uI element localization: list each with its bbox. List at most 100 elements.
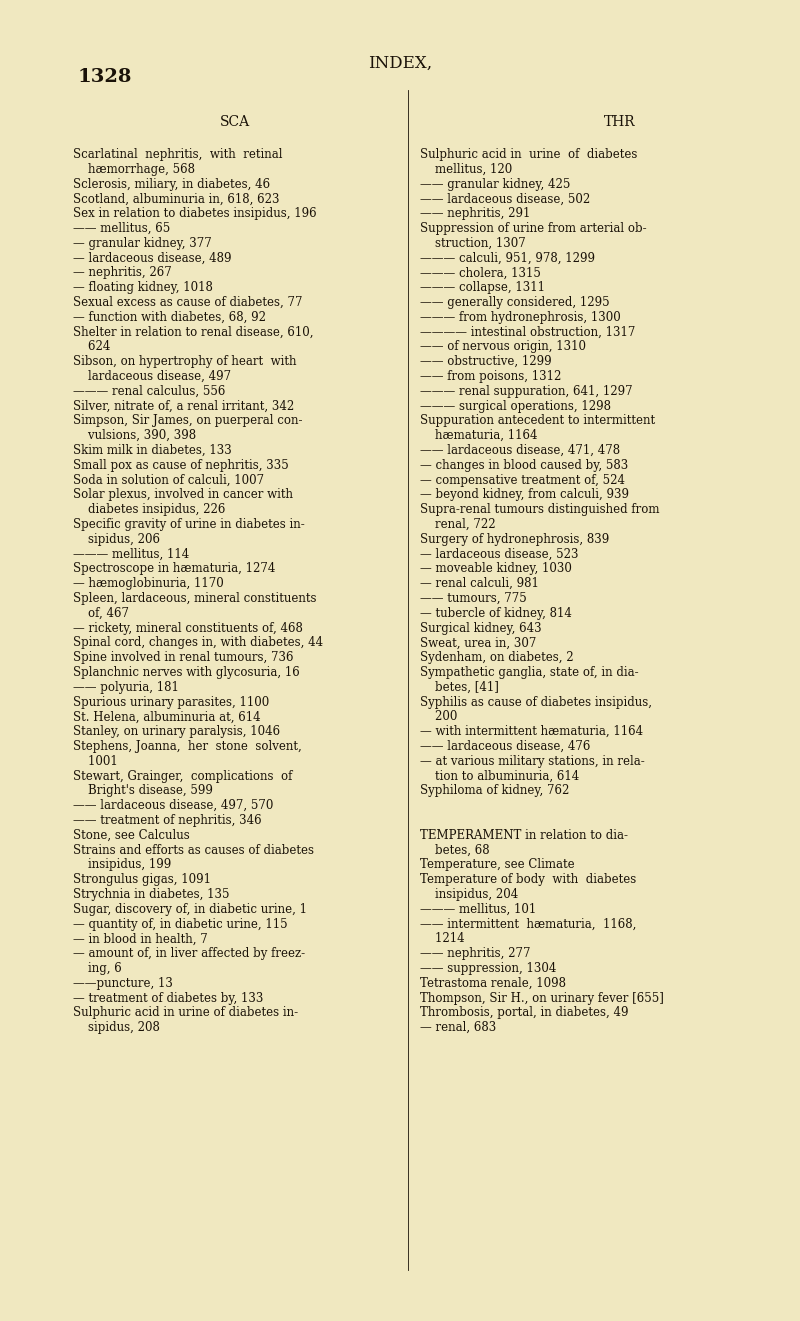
Text: Spectroscope in hæmaturia, 1274: Spectroscope in hæmaturia, 1274: [73, 563, 275, 576]
Text: hæmorrhage, 568: hæmorrhage, 568: [73, 162, 195, 176]
Text: THR: THR: [604, 115, 636, 129]
Text: — lardaceous disease, 523: — lardaceous disease, 523: [420, 548, 578, 560]
Text: insipidus, 204: insipidus, 204: [420, 888, 518, 901]
Text: vulsions, 390, 398: vulsions, 390, 398: [73, 429, 196, 443]
Text: Sulphuric acid in urine of diabetes in-: Sulphuric acid in urine of diabetes in-: [73, 1007, 298, 1020]
Text: Sympathetic ganglia, state of, in dia-: Sympathetic ganglia, state of, in dia-: [420, 666, 638, 679]
Text: Suppuration antecedent to intermittent: Suppuration antecedent to intermittent: [420, 415, 655, 428]
Text: —— polyuria, 181: —— polyuria, 181: [73, 680, 179, 694]
Text: — granular kidney, 377: — granular kidney, 377: [73, 236, 212, 250]
Text: Suppression of urine from arterial ob-: Suppression of urine from arterial ob-: [420, 222, 646, 235]
Text: Temperature, see Climate: Temperature, see Climate: [420, 859, 574, 872]
Text: betes, 68: betes, 68: [420, 844, 490, 856]
Text: — with intermittent hæmaturia, 1164: — with intermittent hæmaturia, 1164: [420, 725, 643, 738]
Text: Syphiloma of kidney, 762: Syphiloma of kidney, 762: [420, 785, 570, 798]
Text: Strychnia in diabetes, 135: Strychnia in diabetes, 135: [73, 888, 230, 901]
Text: Spine involved in renal tumours, 736: Spine involved in renal tumours, 736: [73, 651, 294, 664]
Text: Sydenham, on diabetes, 2: Sydenham, on diabetes, 2: [420, 651, 574, 664]
Text: Spinal cord, changes in, with diabetes, 44: Spinal cord, changes in, with diabetes, …: [73, 637, 323, 650]
Text: —— treatment of nephritis, 346: —— treatment of nephritis, 346: [73, 814, 262, 827]
Text: diabetes insipidus, 226: diabetes insipidus, 226: [73, 503, 226, 517]
Text: ——— calculi, 951, 978, 1299: ——— calculi, 951, 978, 1299: [420, 251, 595, 264]
Text: Stanley, on urinary paralysis, 1046: Stanley, on urinary paralysis, 1046: [73, 725, 280, 738]
Text: mellitus, 120: mellitus, 120: [420, 162, 512, 176]
Text: —— suppression, 1304: —— suppression, 1304: [420, 962, 556, 975]
Text: Tetrastoma renale, 1098: Tetrastoma renale, 1098: [420, 976, 566, 989]
Text: betes, [41]: betes, [41]: [420, 680, 499, 694]
Text: Stephens, Joanna,  her  stone  solvent,: Stephens, Joanna, her stone solvent,: [73, 740, 302, 753]
Text: ——— surgical operations, 1298: ——— surgical operations, 1298: [420, 399, 611, 412]
Text: Simpson, Sir James, on puerperal con-: Simpson, Sir James, on puerperal con-: [73, 415, 302, 428]
Text: Soda in solution of calculi, 1007: Soda in solution of calculi, 1007: [73, 474, 264, 486]
Text: struction, 1307: struction, 1307: [420, 236, 526, 250]
Text: St. Helena, albuminuria at, 614: St. Helena, albuminuria at, 614: [73, 711, 261, 724]
Text: — floating kidney, 1018: — floating kidney, 1018: [73, 281, 213, 295]
Text: —— granular kidney, 425: —— granular kidney, 425: [420, 177, 570, 190]
Text: ——puncture, 13: ——puncture, 13: [73, 976, 173, 989]
Text: —— nephritis, 291: —— nephritis, 291: [420, 207, 530, 221]
Text: insipidus, 199: insipidus, 199: [73, 859, 171, 872]
Text: Specific gravity of urine in diabetes in-: Specific gravity of urine in diabetes in…: [73, 518, 305, 531]
Text: —— lardaceous disease, 476: —— lardaceous disease, 476: [420, 740, 590, 753]
Text: Sclerosis, miliary, in diabetes, 46: Sclerosis, miliary, in diabetes, 46: [73, 177, 270, 190]
Text: —— mellitus, 65: —— mellitus, 65: [73, 222, 170, 235]
Text: — amount of, in liver affected by freez-: — amount of, in liver affected by freez-: [73, 947, 305, 960]
Text: Scarlatinal  nephritis,  with  retinal: Scarlatinal nephritis, with retinal: [73, 148, 282, 161]
Text: — moveable kidney, 1030: — moveable kidney, 1030: [420, 563, 572, 576]
Text: —— nephritis, 277: —— nephritis, 277: [420, 947, 530, 960]
Text: — quantity of, in diabetic urine, 115: — quantity of, in diabetic urine, 115: [73, 918, 288, 930]
Text: Supra-renal tumours distinguished from: Supra-renal tumours distinguished from: [420, 503, 659, 517]
Text: — in blood in health, 7: — in blood in health, 7: [73, 933, 208, 946]
Text: —— from poisons, 1312: —— from poisons, 1312: [420, 370, 562, 383]
Text: Small pox as cause of nephritis, 335: Small pox as cause of nephritis, 335: [73, 458, 289, 472]
Text: ——— from hydronephrosis, 1300: ——— from hydronephrosis, 1300: [420, 310, 621, 324]
Text: —— obstructive, 1299: —— obstructive, 1299: [420, 355, 552, 369]
Text: Surgery of hydronephrosis, 839: Surgery of hydronephrosis, 839: [420, 532, 610, 546]
Text: tion to albuminuria, 614: tion to albuminuria, 614: [420, 770, 579, 782]
Text: ——— mellitus, 114: ——— mellitus, 114: [73, 548, 190, 560]
Text: Bright's disease, 599: Bright's disease, 599: [73, 785, 213, 798]
Text: ——— renal suppuration, 641, 1297: ——— renal suppuration, 641, 1297: [420, 384, 633, 398]
Text: Sweat, urea in, 307: Sweat, urea in, 307: [420, 637, 536, 650]
Text: — nephritis, 267: — nephritis, 267: [73, 267, 172, 280]
Text: — beyond kidney, from calculi, 939: — beyond kidney, from calculi, 939: [420, 489, 629, 502]
Text: — compensative treatment of, 524: — compensative treatment of, 524: [420, 474, 625, 486]
Text: — treatment of diabetes by, 133: — treatment of diabetes by, 133: [73, 992, 263, 1004]
Text: Thrombosis, portal, in diabetes, 49: Thrombosis, portal, in diabetes, 49: [420, 1007, 629, 1020]
Text: Thompson, Sir H., on urinary fever [655]: Thompson, Sir H., on urinary fever [655]: [420, 992, 664, 1004]
Text: Scotland, albuminuria in, 618, 623: Scotland, albuminuria in, 618, 623: [73, 193, 279, 205]
Text: Sexual excess as cause of diabetes, 77: Sexual excess as cause of diabetes, 77: [73, 296, 302, 309]
Text: Surgical kidney, 643: Surgical kidney, 643: [420, 622, 542, 634]
Text: Stone, see Calculus: Stone, see Calculus: [73, 828, 190, 841]
Text: Silver, nitrate of, a renal irritant, 342: Silver, nitrate of, a renal irritant, 34…: [73, 399, 294, 412]
Text: ———— intestinal obstruction, 1317: ———— intestinal obstruction, 1317: [420, 325, 635, 338]
Text: Spleen, lardaceous, mineral constituents: Spleen, lardaceous, mineral constituents: [73, 592, 317, 605]
Text: — rickety, mineral constituents of, 468: — rickety, mineral constituents of, 468: [73, 622, 303, 634]
Text: 1001: 1001: [73, 754, 118, 768]
Text: 200: 200: [420, 711, 458, 724]
Text: 1328: 1328: [78, 67, 132, 86]
Text: ——— cholera, 1315: ——— cholera, 1315: [420, 267, 541, 280]
Text: Spurious urinary parasites, 1100: Spurious urinary parasites, 1100: [73, 696, 270, 708]
Text: TEMPERAMENT in relation to dia-: TEMPERAMENT in relation to dia-: [420, 828, 628, 841]
Text: INDEX,: INDEX,: [368, 55, 432, 73]
Text: —— intermittent  hæmaturia,  1168,: —— intermittent hæmaturia, 1168,: [420, 918, 636, 930]
Text: hæmaturia, 1164: hæmaturia, 1164: [420, 429, 538, 443]
Text: Strongulus gigas, 1091: Strongulus gigas, 1091: [73, 873, 211, 886]
Text: Stewart, Grainger,  complications  of: Stewart, Grainger, complications of: [73, 770, 292, 782]
Text: lardaceous disease, 497: lardaceous disease, 497: [73, 370, 231, 383]
Text: — renal, 683: — renal, 683: [420, 1021, 496, 1034]
Text: Shelter in relation to renal disease, 610,: Shelter in relation to renal disease, 61…: [73, 325, 314, 338]
Text: —— lardaceous disease, 502: —— lardaceous disease, 502: [420, 193, 590, 205]
Text: ing, 6: ing, 6: [73, 962, 122, 975]
Text: Solar plexus, involved in cancer with: Solar plexus, involved in cancer with: [73, 489, 293, 502]
Text: ——— collapse, 1311: ——— collapse, 1311: [420, 281, 545, 295]
Text: — tubercle of kidney, 814: — tubercle of kidney, 814: [420, 606, 572, 620]
Text: Sibson, on hypertrophy of heart  with: Sibson, on hypertrophy of heart with: [73, 355, 297, 369]
Text: —— of nervous origin, 1310: —— of nervous origin, 1310: [420, 341, 586, 354]
Text: Skim milk in diabetes, 133: Skim milk in diabetes, 133: [73, 444, 232, 457]
Text: — at various military stations, in rela-: — at various military stations, in rela-: [420, 754, 645, 768]
Text: Splanchnic nerves with glycosuria, 16: Splanchnic nerves with glycosuria, 16: [73, 666, 300, 679]
Text: — changes in blood caused by, 583: — changes in blood caused by, 583: [420, 458, 628, 472]
Text: —— lardaceous disease, 497, 570: —— lardaceous disease, 497, 570: [73, 799, 274, 812]
